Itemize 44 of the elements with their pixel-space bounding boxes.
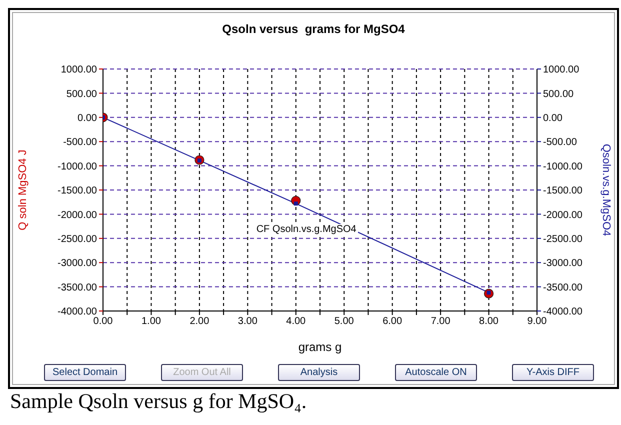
text: Analysis [278,364,360,381]
x-tick-label: 6.00 [382,316,402,328]
y-axis-title: Q soln MgSO4 J [16,150,29,230]
y-tick-label: -2000.00 [58,210,98,221]
text: Select Domain [44,364,126,381]
y-tick-label: 0.00 [78,112,98,124]
y-tick-label: -1500.00 [58,186,98,197]
y2-tick-label: -500.00 [543,137,578,148]
y2-tick-label: -2000.00 [543,210,583,221]
y-tick-label: -3500.00 [58,282,98,294]
y-tick-label: -3000.00 [58,258,98,270]
y2-tick-label: 0.00 [543,112,563,124]
text: Sample Qsoln versus g for MgSO₄. [10,389,307,414]
y2-tick-label: -1500.00 [543,186,583,197]
x-tick-label: 8.00 [479,316,499,328]
y-tick-label: -4000.00 [58,306,98,318]
x-tick-label: 4.00 [286,316,306,328]
x-tick-label: 3.00 [238,316,258,328]
x-tick-label: 1.00 [141,316,162,328]
y2-tick-label: 1000.00 [543,64,580,76]
y2-tick-label: -4000.00 [543,306,583,318]
text: Zoom Out All [161,364,243,381]
y-tick-label: 500.00 [66,88,98,100]
chart-title: Qsoln versus grams for MgSO4 [221,22,406,36]
y-tick-label: -500.00 [63,137,98,148]
y2-tick-label: -3500.00 [543,282,583,294]
text: Autoscale ON [395,364,477,381]
x-tick-label: 0.00 [93,316,114,328]
y-tick-label: -2500.00 [58,234,98,245]
y2-tick-label: -1000.00 [543,161,583,172]
x-axis-title: grams g [298,340,342,354]
series-label: CF Qsoln.vs.g.MgSO4 [254,224,358,236]
y2-tick-label: -3000.00 [543,258,583,270]
y-tick-label: 1000.00 [60,64,98,76]
x-tick-label: 5.00 [334,316,354,328]
y-tick-label: -1000.00 [58,161,98,172]
x-tick-label: 9.00 [527,316,548,328]
text: Y-Axis DIFF [512,364,594,381]
x-tick-label: 2.00 [190,316,210,328]
y2-tick-label: -2500.00 [543,234,583,245]
point [294,202,298,206]
x-tick-label: 7.00 [430,316,451,328]
y2-tick-label: 500.00 [543,88,574,100]
y2-axis-title: Qsoln.vs.g.MgSO4 [600,144,612,236]
